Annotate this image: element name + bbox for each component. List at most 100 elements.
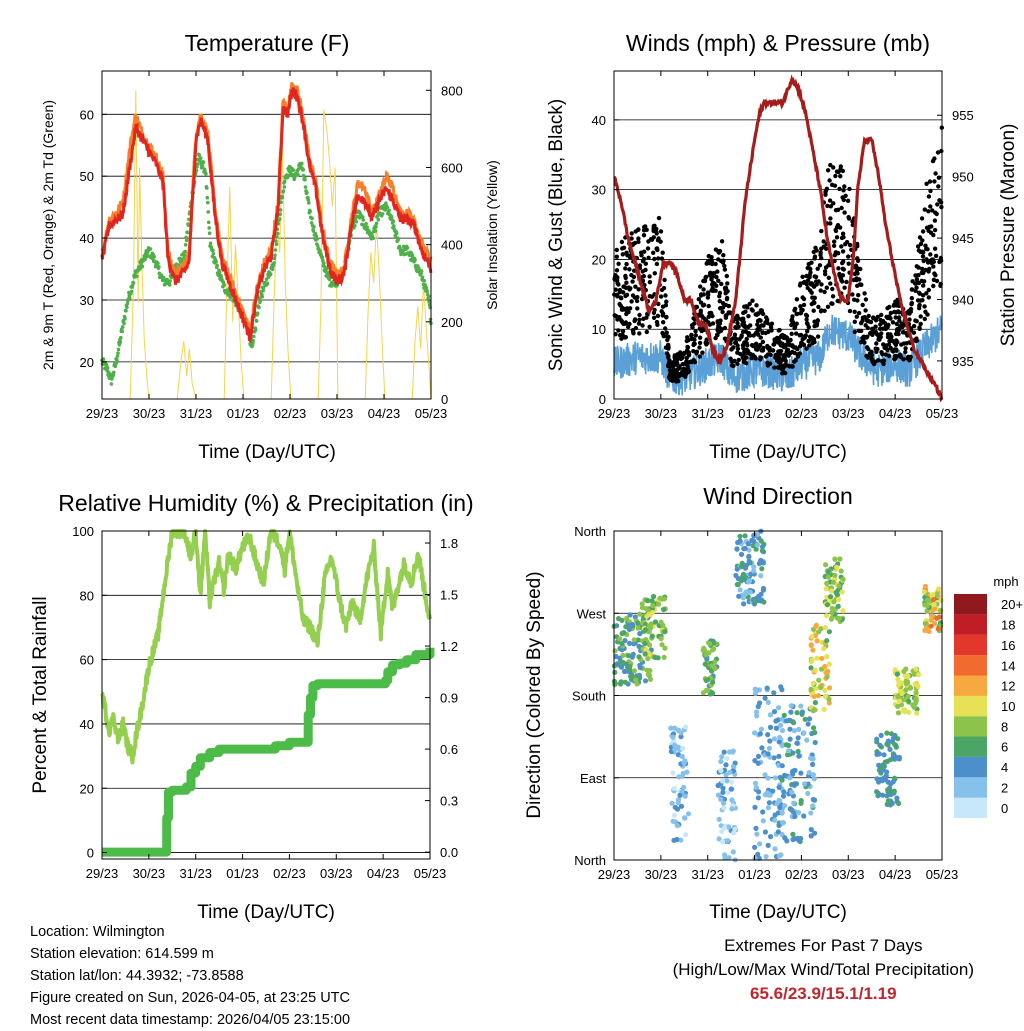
gust-point bbox=[724, 273, 729, 279]
direction-point bbox=[675, 797, 682, 803]
gust-point bbox=[826, 275, 831, 280]
direction-point bbox=[754, 713, 760, 719]
direction-point bbox=[661, 606, 667, 613]
gust-point bbox=[639, 253, 644, 258]
direction-point bbox=[811, 693, 817, 700]
direction-point bbox=[814, 655, 820, 661]
gust-point bbox=[700, 350, 705, 355]
gust-point bbox=[613, 287, 618, 292]
humidity-xlabel: Time (Day/UTC) bbox=[197, 902, 335, 923]
y2-tick-label: 1.8 bbox=[440, 536, 458, 551]
gust-point bbox=[852, 329, 857, 335]
gust-point bbox=[858, 340, 864, 345]
direction-point bbox=[675, 752, 682, 758]
y-tick-label: North bbox=[574, 524, 606, 539]
direction-point bbox=[723, 762, 729, 768]
dewpoint-point bbox=[156, 261, 160, 266]
direction-point bbox=[930, 592, 936, 598]
gust-point bbox=[617, 315, 622, 320]
dewpoint-point bbox=[265, 281, 270, 286]
direction-point bbox=[760, 560, 767, 566]
gust-point bbox=[702, 278, 708, 284]
dewpoint-point bbox=[184, 235, 188, 240]
x-tick-label: 01/23 bbox=[738, 867, 771, 882]
gust-point bbox=[857, 282, 863, 287]
dewpoint-point bbox=[152, 254, 156, 259]
dewpoint-point bbox=[309, 221, 314, 225]
gust-point bbox=[937, 259, 942, 265]
gust-point bbox=[744, 336, 749, 342]
station-elevation: Station elevation: 614.599 m bbox=[30, 946, 214, 962]
gust-point bbox=[744, 341, 749, 346]
legend-label: 8 bbox=[1001, 719, 1008, 734]
dewpoint-point bbox=[118, 340, 123, 344]
direction-point bbox=[805, 721, 811, 727]
direction-point bbox=[670, 734, 676, 740]
gust-point bbox=[903, 346, 908, 351]
direction-point bbox=[934, 591, 940, 598]
dewpoint-point bbox=[301, 167, 306, 172]
gust-point bbox=[746, 314, 751, 319]
direction-point bbox=[730, 849, 736, 855]
gust-point bbox=[658, 294, 664, 299]
direction-point bbox=[787, 775, 793, 781]
gust-point bbox=[691, 349, 696, 354]
gust-point bbox=[674, 379, 679, 384]
gust-point bbox=[840, 266, 846, 271]
direction-point bbox=[621, 630, 627, 636]
gust-point bbox=[741, 310, 746, 316]
gust-point bbox=[651, 315, 657, 320]
gust-point bbox=[651, 226, 656, 231]
gust-point bbox=[821, 239, 826, 244]
direction-point bbox=[742, 533, 748, 539]
gust-point bbox=[815, 318, 820, 323]
gust-point bbox=[920, 238, 925, 243]
x-tick-label: 01/23 bbox=[227, 406, 260, 421]
gust-point bbox=[735, 346, 741, 351]
gust-point bbox=[887, 304, 892, 310]
dewpoint-point bbox=[195, 162, 200, 166]
direction-point bbox=[830, 579, 837, 585]
direction-point bbox=[716, 816, 722, 823]
direction-point bbox=[678, 803, 685, 809]
dewpoint-point bbox=[185, 230, 190, 235]
gust-point bbox=[637, 312, 642, 318]
gust-point bbox=[855, 258, 861, 263]
direction-point bbox=[627, 666, 633, 673]
gust-point bbox=[664, 299, 669, 304]
gust-point bbox=[661, 320, 666, 325]
gust-point bbox=[758, 318, 763, 323]
gust-point bbox=[724, 295, 730, 301]
direction-point bbox=[710, 679, 716, 685]
direction-point bbox=[701, 645, 707, 651]
dewpoint-point bbox=[135, 274, 139, 279]
gust-point bbox=[938, 200, 944, 205]
gust-point bbox=[627, 267, 632, 272]
direction-point bbox=[752, 804, 758, 810]
gust-point bbox=[768, 352, 773, 358]
direction-point bbox=[706, 641, 713, 647]
gust-point bbox=[873, 324, 878, 329]
gust-point bbox=[663, 293, 668, 298]
gust-point bbox=[794, 297, 800, 302]
gust-point bbox=[656, 256, 661, 261]
direction-point bbox=[672, 742, 678, 748]
direction-point bbox=[626, 626, 632, 633]
gust-point bbox=[666, 345, 671, 350]
direction-point bbox=[893, 744, 899, 750]
y-tick-label: West bbox=[577, 606, 607, 621]
gust-point bbox=[879, 312, 884, 318]
gust-point bbox=[618, 303, 623, 308]
y-tick-label: 20 bbox=[80, 355, 94, 370]
gust-point bbox=[623, 293, 628, 299]
direction-point bbox=[814, 638, 820, 644]
direction-point bbox=[921, 589, 927, 595]
gust-point bbox=[702, 316, 707, 321]
gust-point bbox=[797, 283, 803, 288]
gust-point bbox=[715, 269, 720, 274]
direction-point bbox=[817, 684, 824, 691]
dewpoint-point bbox=[420, 275, 425, 280]
gust-point bbox=[689, 333, 694, 338]
gust-point bbox=[813, 245, 818, 250]
